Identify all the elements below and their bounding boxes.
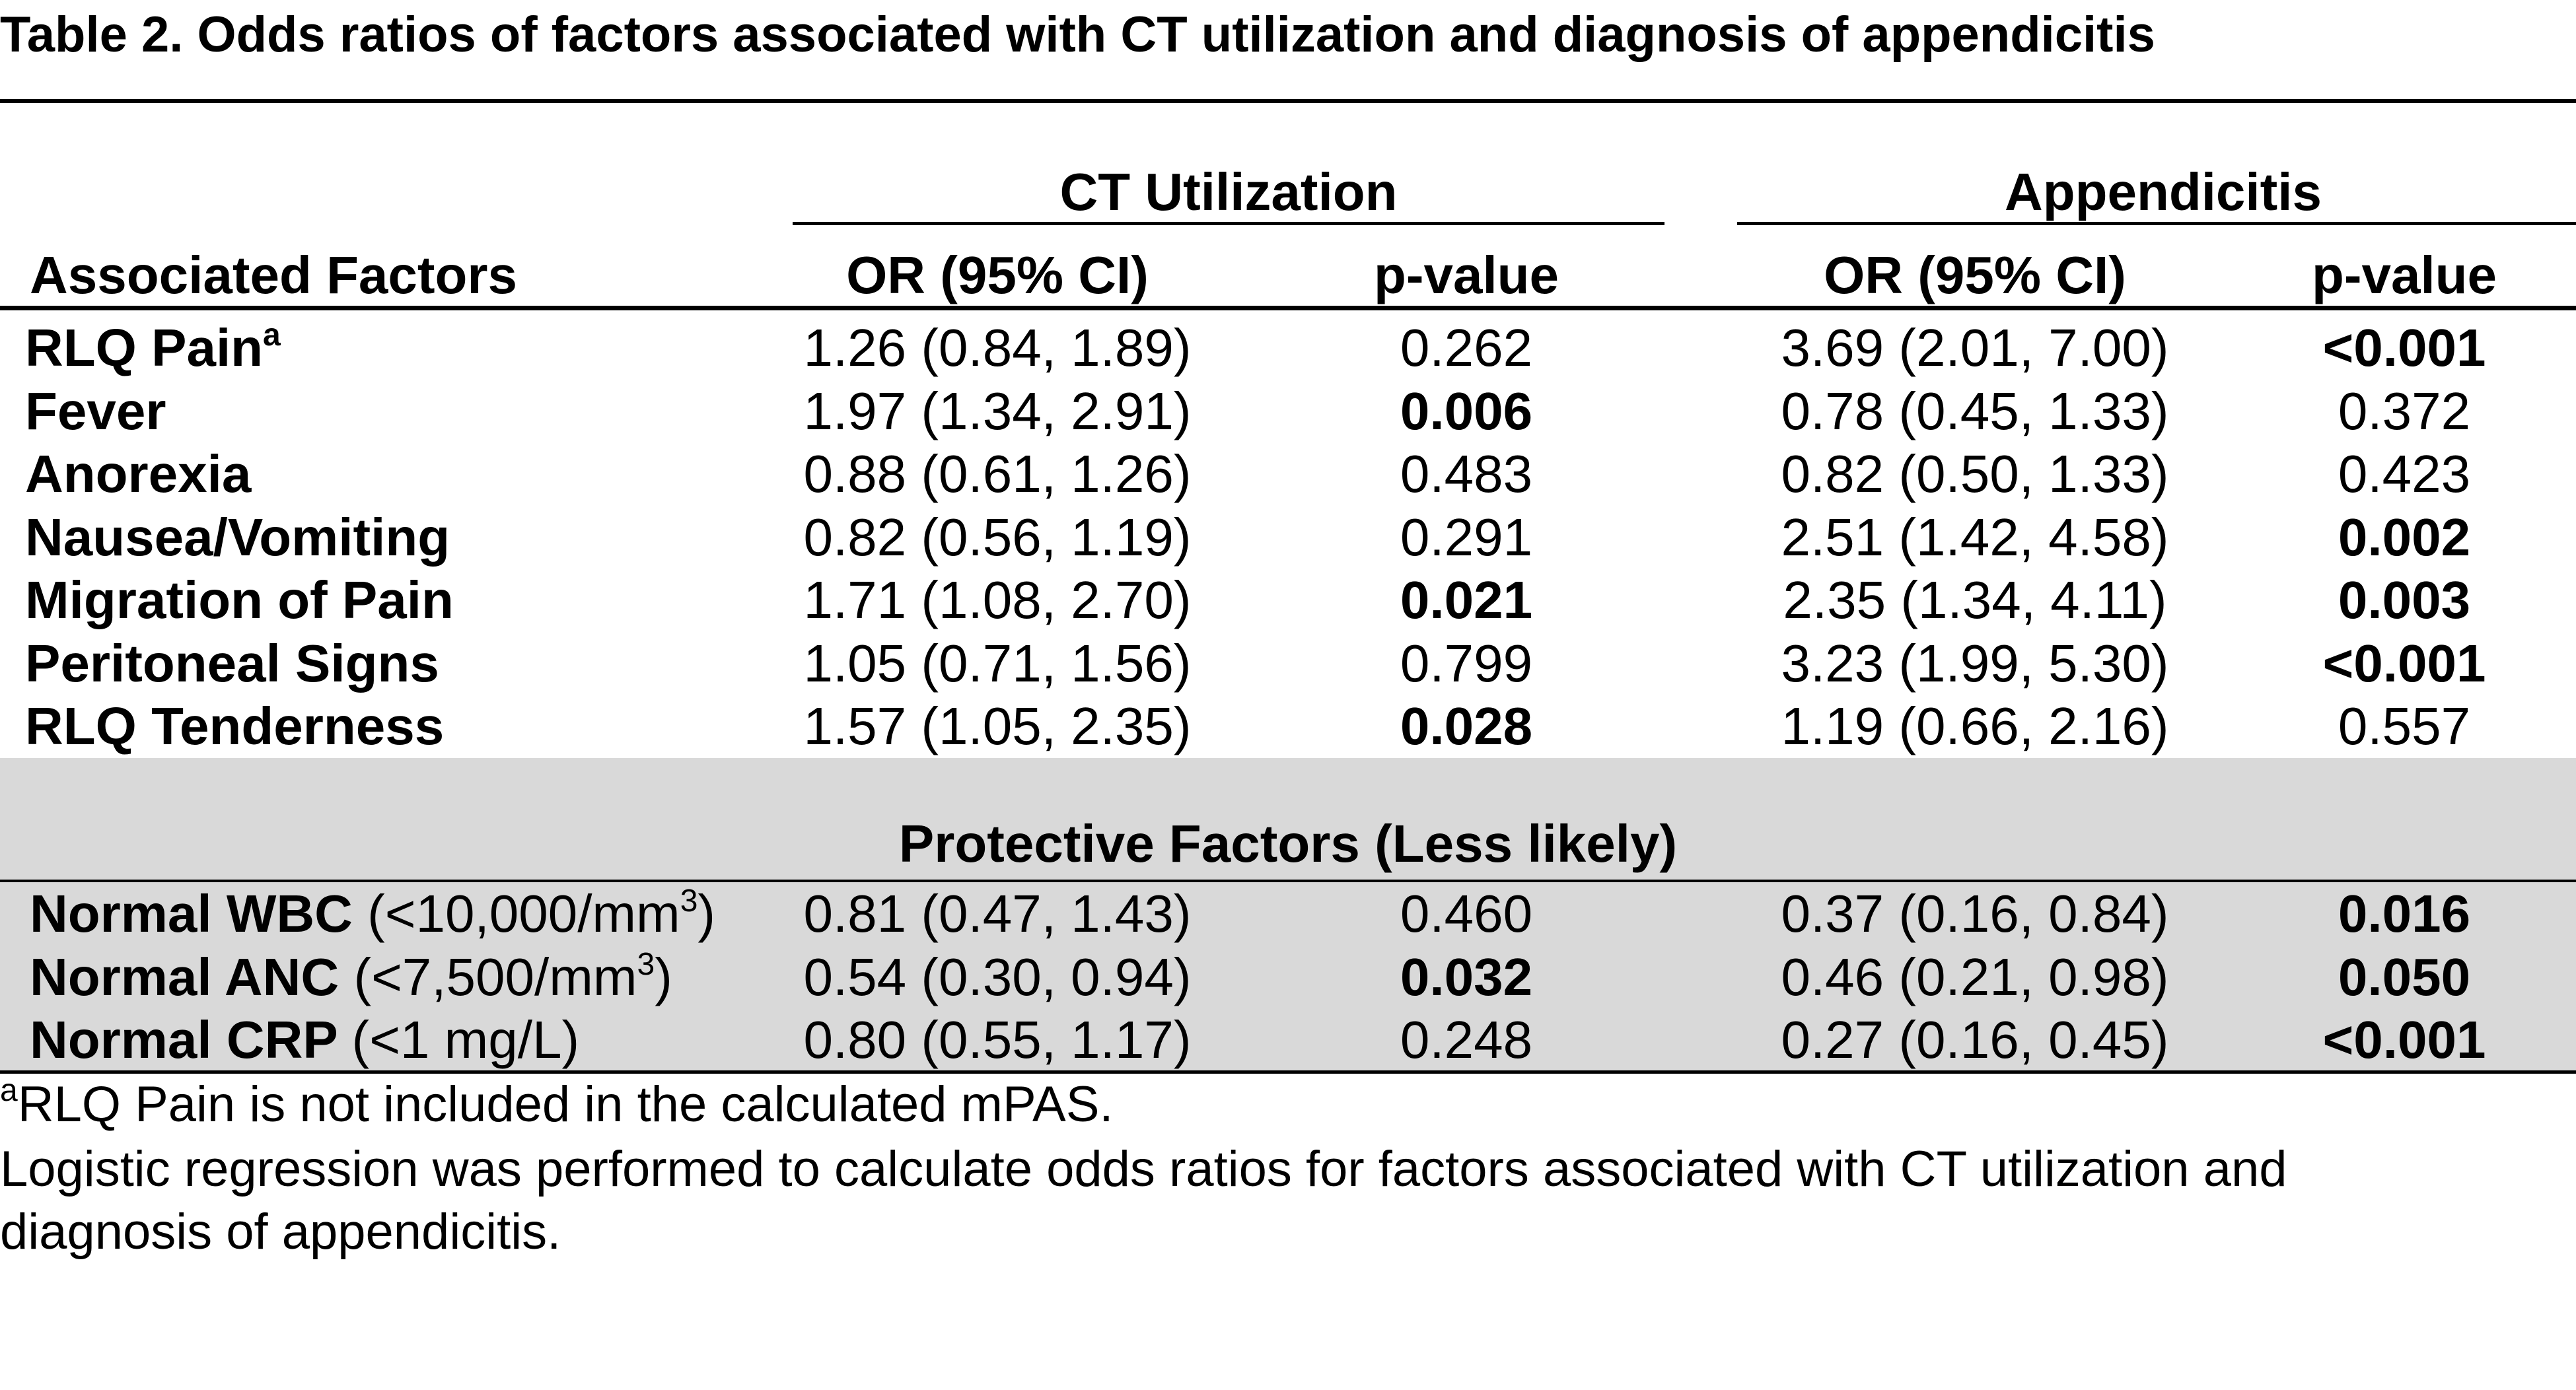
table-row: Normal WBC (<10,000/mm3) 0.81 (0.47, 1.4… [0, 882, 2576, 946]
app-p-cell: 0.003 [2338, 571, 2471, 629]
group-header-ct: CT Utilization [1059, 162, 1398, 221]
ct-p-cell: 0.032 [1400, 948, 1533, 1006]
app-or-cell: 0.78 (0.45, 1.33) [1781, 382, 2169, 440]
ct-or-cell: 0.82 (0.56, 1.19) [803, 508, 1192, 567]
table-row: Normal ANC (<7,500/mm3) 0.54 (0.30, 0.94… [0, 946, 2576, 1009]
app-or-cell: 3.69 (2.01, 7.00) [1781, 318, 2169, 377]
header-rule [0, 306, 2576, 310]
table-row: Nausea/Vomiting 0.82 (0.56, 1.19) 0.291 … [0, 506, 2576, 569]
app-p-cell: <0.001 [2322, 1010, 2486, 1069]
app-p-cell: 0.016 [2338, 884, 2471, 943]
ct-p-cell: 0.799 [1400, 634, 1533, 693]
protective-factors-header: Protective Factors (Less likely) [898, 814, 1678, 873]
factor-name: Normal WBC (<10,000/mm3) [30, 883, 716, 943]
col-header-app-p: p-value [2311, 246, 2497, 304]
app-p-cell: <0.001 [2322, 318, 2486, 377]
table-row: RLQ Tenderness 1.57 (1.05, 2.35) 0.028 1… [0, 695, 2576, 758]
table-row: Migration of Pain 1.71 (1.08, 2.70) 0.02… [0, 569, 2576, 632]
footnote-a: aRLQ Pain is not included in the calcula… [0, 1072, 1114, 1132]
app-p-cell: 0.050 [2338, 948, 2471, 1006]
footnote-marker: a [263, 317, 281, 353]
footnote-line-3: diagnosis of appendicitis. [0, 1204, 561, 1260]
ct-or-cell: 0.81 (0.47, 1.43) [803, 884, 1192, 943]
ct-or-cell: 0.80 (0.55, 1.17) [803, 1010, 1192, 1069]
app-p-cell: 0.423 [2338, 444, 2471, 503]
protective-header-rule [0, 880, 2576, 882]
ct-p-cell: 0.291 [1400, 508, 1533, 567]
factor-name: Peritoneal Signs [25, 634, 439, 693]
ct-or-cell: 1.97 (1.34, 2.91) [803, 382, 1192, 440]
col-header-ct-p: p-value [1373, 246, 1559, 304]
ct-p-cell: 0.028 [1400, 697, 1533, 755]
app-p-cell: <0.001 [2322, 634, 2486, 693]
app-or-cell: 2.51 (1.42, 4.58) [1781, 508, 2169, 567]
app-p-cell: 0.372 [2338, 382, 2471, 440]
footnote-line-2: Logistic regression was performed to cal… [0, 1141, 2287, 1197]
factor-name: Nausea/Vomiting [25, 508, 450, 567]
table-row: Peritoneal Signs 1.05 (0.71, 1.56) 0.799… [0, 632, 2576, 695]
app-or-cell: 0.82 (0.50, 1.33) [1781, 444, 2169, 503]
table-row: Anorexia 0.88 (0.61, 1.26) 0.483 0.82 (0… [0, 442, 2576, 506]
appendicitis-group-rule [1737, 222, 2576, 225]
ct-or-cell: 1.26 (0.84, 1.89) [803, 318, 1192, 377]
col-header-app-or: OR (95% CI) [1824, 246, 2126, 304]
factor-name: Anorexia [25, 444, 252, 503]
table-row: Fever 1.97 (1.34, 2.91) 0.006 0.78 (0.45… [0, 380, 2576, 443]
table-row: RLQ Paina 1.26 (0.84, 1.89) 0.262 3.69 (… [0, 316, 2576, 380]
table-title: Table 2. Odds ratios of factors associat… [0, 7, 2155, 63]
col-header-factors: Associated Factors [30, 246, 518, 304]
ct-p-cell: 0.483 [1400, 444, 1533, 503]
bottom-rule [0, 1070, 2576, 1074]
col-header-ct-or: OR (95% CI) [846, 246, 1149, 304]
ct-or-cell: 1.57 (1.05, 2.35) [803, 697, 1192, 755]
app-p-cell: 0.002 [2338, 508, 2471, 567]
app-or-cell: 0.27 (0.16, 0.45) [1781, 1010, 2169, 1069]
protective-section-background [0, 758, 2576, 1072]
ct-or-cell: 0.54 (0.30, 0.94) [803, 948, 1192, 1006]
factor-name: Fever [25, 382, 166, 440]
factor-name: Migration of Pain [25, 571, 454, 629]
app-or-cell: 1.19 (0.66, 2.16) [1781, 697, 2169, 755]
factor-name: RLQ Tenderness [25, 697, 445, 755]
app-p-cell: 0.557 [2338, 697, 2471, 755]
group-header-appendicitis: Appendicitis [2004, 162, 2322, 221]
ct-p-cell: 0.248 [1400, 1010, 1533, 1069]
ct-p-cell: 0.021 [1400, 571, 1533, 629]
factor-name: Normal CRP (<1 mg/L) [30, 1010, 580, 1069]
table-row: Normal CRP (<1 mg/L) 0.80 (0.55, 1.17) 0… [0, 1008, 2576, 1072]
ct-or-cell: 1.71 (1.08, 2.70) [803, 571, 1192, 629]
app-or-cell: 3.23 (1.99, 5.30) [1781, 634, 2169, 693]
app-or-cell: 0.46 (0.21, 0.98) [1781, 948, 2169, 1006]
ct-p-cell: 0.006 [1400, 382, 1533, 440]
app-or-cell: 0.37 (0.16, 0.84) [1781, 884, 2169, 943]
factor-name: RLQ Paina [25, 317, 281, 377]
ct-group-rule [793, 222, 1664, 225]
app-or-cell: 2.35 (1.34, 4.11) [1783, 571, 2167, 629]
ct-or-cell: 0.88 (0.61, 1.26) [803, 444, 1192, 503]
ct-p-cell: 0.460 [1400, 884, 1533, 943]
ct-p-cell: 0.262 [1400, 318, 1533, 377]
top-rule [0, 99, 2576, 103]
ct-or-cell: 1.05 (0.71, 1.56) [803, 634, 1192, 693]
factor-name: Normal ANC (<7,500/mm3) [30, 946, 672, 1006]
